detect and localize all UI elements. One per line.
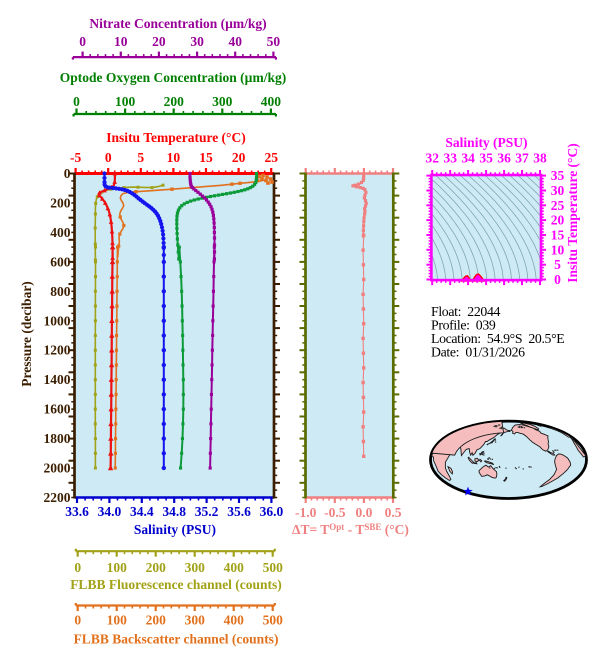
svg-text:Insitu Temperature (°C): Insitu Temperature (°C) — [106, 130, 245, 145]
svg-text:10: 10 — [167, 150, 181, 165]
svg-text:Date: 01/31/2026: Date: 01/31/2026 — [431, 345, 525, 360]
svg-text:1800: 1800 — [44, 431, 71, 446]
svg-text:ΔT= TOpt - TSBE (°C): ΔT= TOpt - TSBE (°C) — [292, 522, 409, 537]
svg-text:Profile: 039: Profile: 039 — [431, 318, 496, 333]
svg-text:10: 10 — [114, 34, 128, 49]
svg-text:38: 38 — [533, 151, 547, 166]
svg-text:500: 500 — [263, 560, 284, 575]
svg-text:300: 300 — [185, 613, 206, 628]
svg-text:50: 50 — [267, 34, 281, 49]
svg-text:400: 400 — [224, 613, 245, 628]
svg-text:15: 15 — [199, 150, 213, 165]
svg-text:200: 200 — [50, 196, 71, 211]
svg-text:25: 25 — [551, 198, 565, 213]
svg-text:400: 400 — [50, 225, 71, 240]
svg-text:33: 33 — [443, 151, 457, 166]
svg-text:30: 30 — [551, 183, 565, 198]
svg-text:Salinity (PSU): Salinity (PSU) — [134, 522, 216, 537]
svg-text:35.2: 35.2 — [195, 504, 219, 519]
svg-text:Pressure (decibar): Pressure (decibar) — [19, 281, 34, 387]
svg-text:0.0: 0.0 — [355, 505, 372, 520]
svg-text:20: 20 — [152, 34, 166, 49]
svg-text:1600: 1600 — [44, 402, 71, 417]
svg-text:FLBB Fluorescence channel (cou: FLBB Fluorescence channel (counts) — [70, 577, 282, 592]
svg-text:36.0: 36.0 — [260, 504, 284, 519]
svg-text:33.6: 33.6 — [65, 504, 89, 519]
svg-text:20: 20 — [232, 150, 246, 165]
svg-text:0: 0 — [73, 94, 80, 109]
svg-text:800: 800 — [50, 284, 71, 299]
svg-text:Salinity (PSU): Salinity (PSU) — [445, 135, 527, 150]
svg-text:2000: 2000 — [44, 461, 71, 476]
svg-text:Float: 22044: Float: 22044 — [431, 304, 500, 319]
svg-text:34.4: 34.4 — [130, 504, 154, 519]
svg-text:20: 20 — [551, 213, 565, 228]
svg-text:35.6: 35.6 — [227, 504, 251, 519]
svg-text:34.0: 34.0 — [98, 504, 122, 519]
svg-text:15: 15 — [551, 228, 565, 243]
svg-text:200: 200 — [164, 94, 185, 109]
svg-text:-0.5: -0.5 — [324, 505, 346, 520]
svg-text:500: 500 — [263, 613, 284, 628]
svg-text:-1.0: -1.0 — [295, 505, 317, 520]
svg-text:5: 5 — [554, 257, 561, 272]
svg-text:Nitrate Concentration (µm/kg): Nitrate Concentration (µm/kg) — [89, 16, 266, 31]
svg-text:34.8: 34.8 — [162, 504, 186, 519]
svg-text:0: 0 — [105, 150, 112, 165]
svg-text:37: 37 — [515, 151, 529, 166]
svg-text:36: 36 — [497, 151, 511, 166]
svg-text:1000: 1000 — [44, 313, 71, 328]
svg-text:0: 0 — [79, 34, 86, 49]
svg-text:100: 100 — [107, 560, 128, 575]
svg-text:-5: -5 — [70, 150, 81, 165]
svg-text:35: 35 — [479, 151, 493, 166]
svg-text:25: 25 — [264, 150, 278, 165]
svg-text:Optode Oxygen Concentration (µ: Optode Oxygen Concentration (µm/kg) — [60, 70, 286, 85]
svg-text:100: 100 — [115, 94, 136, 109]
svg-text:300: 300 — [212, 94, 233, 109]
svg-text:34: 34 — [461, 151, 475, 166]
svg-text:FLBB Backscatter channel (coun: FLBB Backscatter channel (counts) — [74, 632, 279, 647]
svg-text:Location: 54.9°S 20.5°E: Location: 54.9°S 20.5°E — [431, 331, 564, 346]
svg-text:40: 40 — [228, 34, 242, 49]
svg-text:100: 100 — [107, 613, 128, 628]
svg-text:200: 200 — [146, 613, 167, 628]
svg-text:32: 32 — [425, 151, 439, 166]
svg-text:Insitu Temperature (°C): Insitu Temperature (°C) — [565, 143, 580, 282]
svg-text:600: 600 — [50, 254, 71, 269]
svg-text:0: 0 — [64, 166, 71, 181]
svg-text:35: 35 — [551, 168, 565, 183]
svg-text:10: 10 — [551, 242, 565, 257]
svg-text:400: 400 — [261, 94, 282, 109]
svg-text:1400: 1400 — [44, 372, 71, 387]
svg-text:0.5: 0.5 — [385, 505, 402, 520]
svg-text:300: 300 — [185, 560, 206, 575]
svg-text:5: 5 — [137, 150, 144, 165]
svg-text:200: 200 — [146, 560, 167, 575]
svg-text:0: 0 — [74, 613, 81, 628]
svg-text:400: 400 — [224, 560, 245, 575]
svg-text:2200: 2200 — [44, 490, 71, 505]
svg-text:0: 0 — [74, 560, 81, 575]
svg-text:0: 0 — [554, 272, 561, 287]
svg-text:1200: 1200 — [44, 343, 71, 358]
svg-text:30: 30 — [190, 34, 204, 49]
